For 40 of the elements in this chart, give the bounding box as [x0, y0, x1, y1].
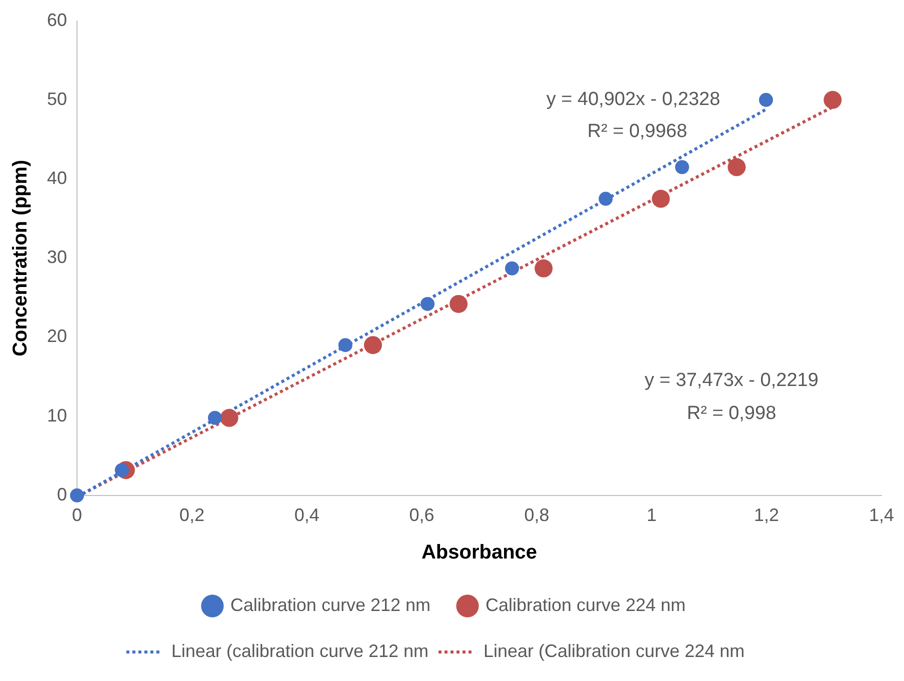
point: [728, 158, 746, 176]
legend-label: Calibration curve 212 nm: [230, 594, 431, 615]
point: [505, 261, 520, 276]
x-tick-label: 1,4: [868, 505, 894, 526]
y-axis-title: Concentration (ppm): [10, 160, 32, 356]
annotation: R² = 0,9968: [587, 120, 688, 142]
point: [534, 259, 553, 278]
point: [420, 296, 435, 311]
x-tick-label: 1: [646, 505, 657, 526]
annotation: R² = 0,998: [686, 403, 776, 424]
y-tick-label: 10: [46, 405, 68, 426]
point: [598, 192, 613, 206]
y-tick-label: 50: [46, 88, 68, 109]
y-tick-label: 40: [46, 168, 68, 188]
annotation: y = 40,902x - 0,2328: [546, 89, 720, 110]
point: [70, 488, 84, 502]
annotation: y = 37,473x - 0,2219: [644, 370, 818, 391]
point: [824, 90, 842, 109]
y-tick-label: 30: [46, 247, 68, 268]
point: [220, 408, 238, 427]
x-tick-label: 0,8: [524, 505, 550, 526]
x-axis-title: Absorbance: [421, 542, 538, 564]
y-tick-label: 0: [57, 484, 68, 504]
legend-label: Linear (Calibration curve 224 nm: [484, 640, 745, 661]
point: [338, 338, 352, 352]
y-tick-label: 60: [46, 10, 68, 30]
point: [758, 92, 773, 107]
point: [450, 294, 468, 313]
x-tick-label: 0,6: [409, 505, 434, 526]
x-tick-label: 0,4: [294, 505, 320, 526]
legend-label: Calibration curve 224 nm: [486, 594, 686, 615]
point: [675, 160, 690, 174]
point: [652, 190, 670, 208]
x-tick-label: 0,2: [179, 505, 204, 526]
point: [364, 336, 382, 354]
x-tick-label: 1,2: [754, 505, 780, 526]
point: [208, 410, 222, 425]
legend-label: Linear (calibration curve 212 nm: [171, 640, 429, 661]
x-tick-label: 0: [72, 505, 82, 526]
y-tick-label: 20: [46, 326, 68, 346]
